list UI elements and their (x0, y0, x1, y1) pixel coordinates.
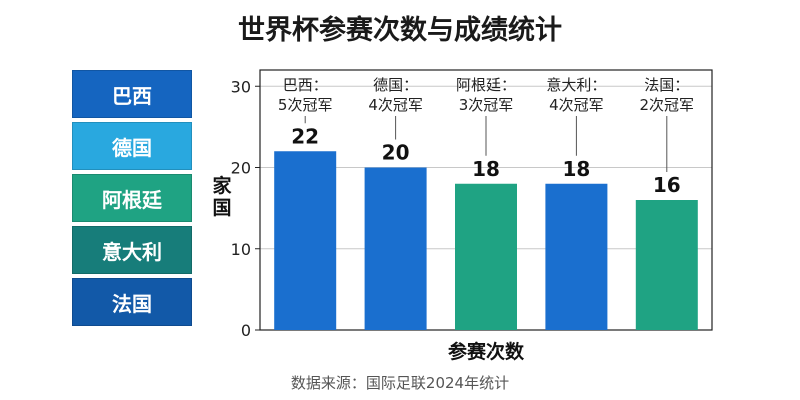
y-tick-label: 0 (241, 321, 251, 340)
bar-value-label: 22 (291, 124, 319, 148)
source-note: 数据来源：国际足联2024年统计 (290, 374, 510, 392)
legend-item: 法国 (72, 278, 192, 326)
bar (364, 167, 427, 330)
annotation-line: 法国： (644, 76, 689, 94)
annotation-line: 4次冠军 (368, 96, 423, 114)
y-axis-label: 国 (212, 197, 231, 219)
bar (455, 183, 517, 330)
legend: 巴西 德国 阿根廷 意大利 法国 (72, 70, 192, 330)
legend-item: 巴西 (72, 70, 192, 118)
annotation-line: 4次冠军 (549, 96, 604, 114)
annotation-line: 巴西： (283, 76, 328, 94)
bar-value-label: 18 (472, 157, 500, 181)
annotation-line: 德国： (373, 76, 418, 94)
chart-title: 世界杯参赛次数与成绩统计 (238, 15, 562, 46)
annotation-line: 意大利： (546, 76, 606, 94)
legend-item: 意大利 (72, 226, 192, 274)
bar (545, 183, 608, 330)
annotation-line: 阿根廷： (456, 76, 516, 94)
y-tick-label: 30 (231, 77, 251, 96)
bar (635, 200, 698, 330)
y-tick-label: 10 (231, 240, 251, 259)
x-axis-label: 参赛次数 (448, 340, 525, 363)
legend-item: 阿根廷 (72, 174, 192, 222)
annotation-line: 5次冠军 (278, 96, 333, 114)
legend-item: 德国 (72, 122, 192, 170)
y-axis-label: 家 (212, 174, 232, 197)
y-tick-label: 20 (231, 159, 251, 178)
bar-value-label: 18 (562, 157, 590, 181)
annotation-line: 3次冠军 (459, 96, 514, 114)
bar-value-label: 16 (653, 173, 681, 197)
annotation-line: 2次冠军 (640, 96, 695, 114)
bar (274, 151, 337, 330)
bar-value-label: 20 (382, 141, 410, 165)
